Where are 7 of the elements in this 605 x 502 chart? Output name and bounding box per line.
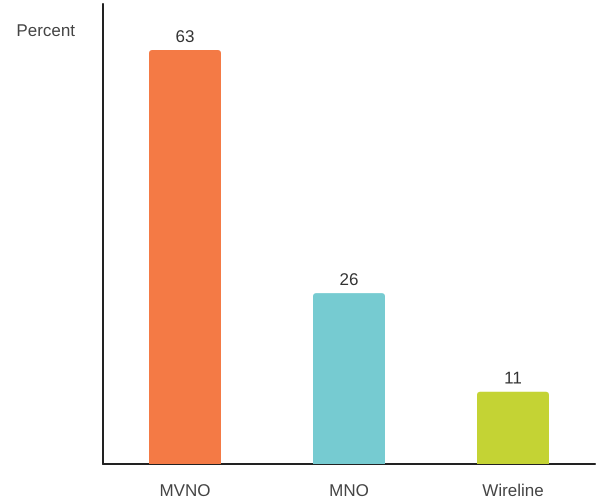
data-label: 11 xyxy=(504,368,522,388)
y-axis-title: Percent xyxy=(16,21,76,40)
x-tick-label: Wireline xyxy=(482,481,544,500)
data-label: 26 xyxy=(340,270,358,290)
x-tick-label: MVNO xyxy=(160,481,210,500)
x-tick-label: MNO xyxy=(329,481,369,500)
data-label: 63 xyxy=(176,27,194,46)
